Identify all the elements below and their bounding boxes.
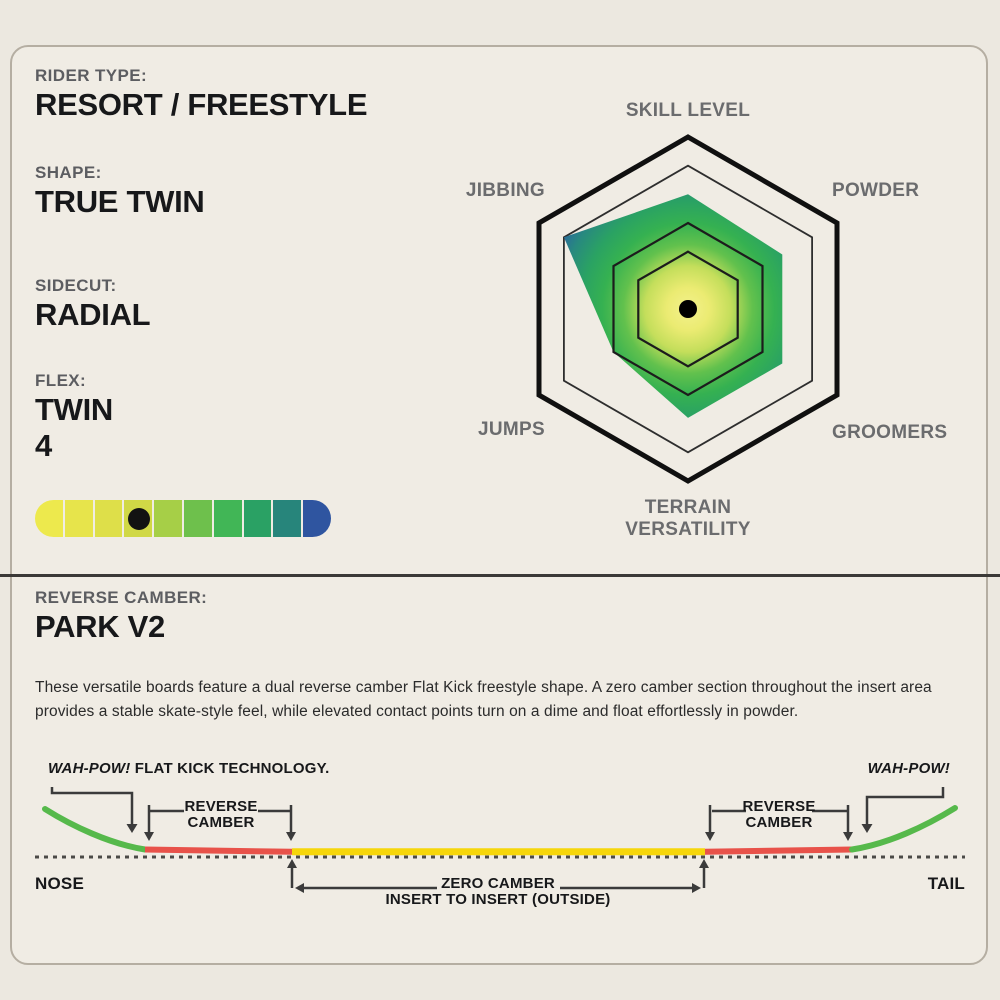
radar-chart — [536, 134, 840, 484]
flex-segment-6 — [183, 500, 212, 537]
flex-segment-3 — [94, 500, 123, 537]
flex-segment-1 — [35, 500, 63, 537]
reverse-camber-right-label: REVERSE CAMBER — [742, 798, 816, 831]
camber-title: PARK V2 — [35, 609, 165, 644]
flex-segment-8 — [243, 500, 272, 537]
spec-flex: FLEX: TWIN 4 — [35, 371, 113, 462]
wah-pow-left-label: WAH-POW! FLAT KICK TECHNOLOGY. — [48, 760, 330, 777]
section-divider — [0, 574, 1000, 577]
rider-type-value: RESORT / FREESTYLE — [35, 87, 368, 122]
camber-label: REVERSE CAMBER: — [35, 588, 208, 607]
tail-label: TAIL — [927, 874, 965, 893]
radar-center-dot — [679, 300, 697, 318]
flex-rating-dot — [127, 508, 150, 530]
flex-label: FLEX: — [35, 371, 87, 390]
nose-label: NOSE — [35, 874, 84, 893]
camber-arrowheads — [126, 824, 873, 893]
radar-axis-jumps: JUMPS — [478, 419, 545, 440]
wah-pow-right-label: WAH-POW! — [867, 760, 950, 777]
spec-shape: SHAPE: TRUE TWIN — [35, 163, 205, 219]
radar-axis-powder: POWDER — [832, 180, 920, 201]
spec-rider-type: RIDER TYPE: RESORT / FREESTYLE — [35, 66, 368, 122]
flex-value: TWIN — [35, 392, 113, 427]
camber-annotations — [50, 787, 945, 890]
radar-axis-groomers: GROOMERS — [832, 422, 948, 443]
flex-number: 4 — [35, 427, 52, 463]
camber-diagram — [35, 787, 965, 893]
flex-rating-bar — [35, 500, 331, 537]
camber-reverse-right — [704, 846, 853, 855]
radar-ring-3 — [612, 221, 764, 397]
shape-value: TRUE TWIN — [35, 184, 205, 219]
radar-axis-skill-level: SKILL LEVEL — [625, 100, 751, 121]
spec-sidecut: SIDECUT: RADIAL — [35, 276, 151, 332]
camber-reverse-left — [144, 846, 293, 855]
shape-label: SHAPE: — [35, 163, 102, 182]
radar-axis-terrain-versatility: TERRAIN VERSATILITY — [625, 497, 751, 540]
spec-camber: REVERSE CAMBER: PARK V2 — [35, 588, 207, 644]
sidecut-label: SIDECUT: — [35, 276, 117, 295]
rider-type-label: RIDER TYPE: — [35, 66, 148, 85]
radar-ring-2 — [637, 250, 739, 368]
sidecut-value: RADIAL — [35, 297, 151, 332]
radar-axis-jibbing: JIBBING — [465, 180, 545, 201]
camber-nose-kick — [42, 806, 148, 853]
flex-segment-9 — [273, 500, 302, 537]
zero-camber-label: ZERO CAMBER INSERT TO INSERT (OUTSIDE) — [385, 875, 611, 908]
reverse-camber-left-label: REVERSE CAMBER — [184, 798, 258, 831]
flex-segment-7 — [213, 500, 242, 537]
flex-segment-5 — [154, 500, 182, 537]
radar-outer-hexagon — [536, 134, 840, 484]
camber-tail-kick — [849, 805, 958, 853]
flex-segment-2 — [64, 500, 93, 537]
camber-description: These versatile boards feature a dual re… — [35, 679, 932, 721]
radar-data-polygon — [563, 194, 783, 418]
